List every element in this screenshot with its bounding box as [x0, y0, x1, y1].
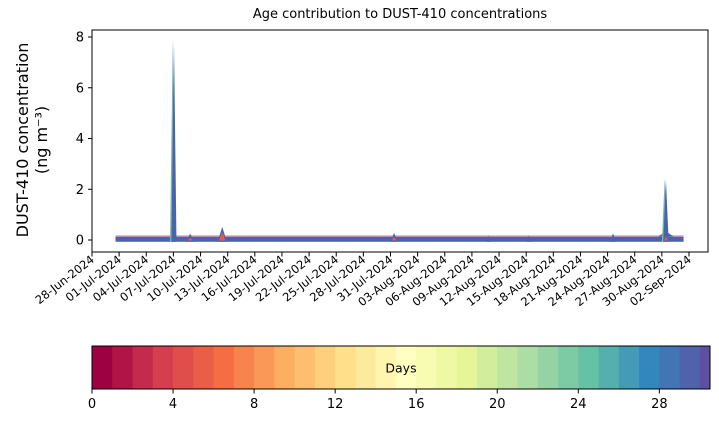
- peak-spike: [171, 40, 177, 242]
- colorbar-label: Days: [385, 361, 416, 376]
- colorbar-segment: [558, 346, 579, 389]
- colorbar-tick-label: 4: [169, 397, 177, 412]
- colorbar-tick-label: 20: [489, 397, 506, 412]
- peak-spike: [663, 179, 669, 242]
- colorbar-segment: [233, 346, 255, 389]
- y-tick-label: 8: [76, 31, 84, 46]
- peak-young-age-triangle: [391, 236, 397, 241]
- plot-border: [91, 29, 709, 253]
- colorbar-segment: [335, 346, 356, 389]
- peak-spike: [609, 233, 617, 242]
- y-tick-label: 4: [76, 132, 84, 147]
- colorbar-segment: [618, 346, 640, 389]
- colorbar-segment: [355, 346, 377, 389]
- colorbar-segment: [132, 346, 154, 389]
- peak-spike: [485, 235, 491, 242]
- colorbar-tick-label: 0: [88, 397, 96, 412]
- colorbar-segment: [699, 346, 711, 389]
- peak-young-age-triangle: [219, 231, 226, 241]
- colorbar-tick-label: 24: [570, 397, 587, 412]
- y-tick-label: 2: [76, 183, 84, 198]
- colorbar-segment: [476, 346, 498, 389]
- colorbar-segment: [112, 346, 134, 389]
- colorbar-segment: [173, 346, 194, 389]
- colorbar-segment: [639, 346, 660, 389]
- colorbar-segment: [395, 346, 417, 389]
- colorbar-tick-label: 16: [408, 397, 425, 412]
- colorbar-segment: [659, 346, 681, 389]
- y-tick-label: 0: [76, 234, 84, 249]
- colorbar-segment: [92, 346, 113, 389]
- colorbar-segment: [436, 346, 458, 389]
- peak-young-age-triangle: [663, 236, 668, 241]
- chart-title: Age contribution to DUST-410 concentrati…: [252, 7, 548, 22]
- colorbar-segment: [598, 346, 620, 389]
- peak-spike: [186, 233, 195, 242]
- colorbar-segment: [416, 346, 437, 389]
- colorbar-tick-label: 8: [250, 397, 258, 412]
- colorbar-segment: [537, 346, 559, 389]
- colorbar-border: [91, 345, 711, 390]
- colorbar-segment: [213, 346, 235, 389]
- colorbar-segment: [274, 346, 296, 389]
- colorbar-segment: [517, 346, 539, 389]
- colorbar-segment: [254, 346, 275, 389]
- colorbar-segment: [679, 346, 701, 389]
- colorbar-segment: [193, 346, 215, 389]
- y-tick-label: 6: [76, 81, 84, 96]
- colorbar-segment: [456, 346, 478, 389]
- colorbar-segment: [578, 346, 600, 389]
- colorbar-segment: [497, 346, 519, 389]
- colorbar-tick-label: 28: [651, 397, 668, 412]
- colorbar-tick-label: 12: [327, 397, 344, 412]
- colorbar-segment: [294, 346, 316, 389]
- colorbar-segment: [375, 346, 397, 389]
- peak-spike: [526, 235, 532, 242]
- peak-young-age-triangle: [187, 237, 193, 241]
- colorbar-segment: [314, 346, 336, 389]
- baseline-band: [115, 236, 684, 242]
- colorbar-segment: [152, 346, 174, 389]
